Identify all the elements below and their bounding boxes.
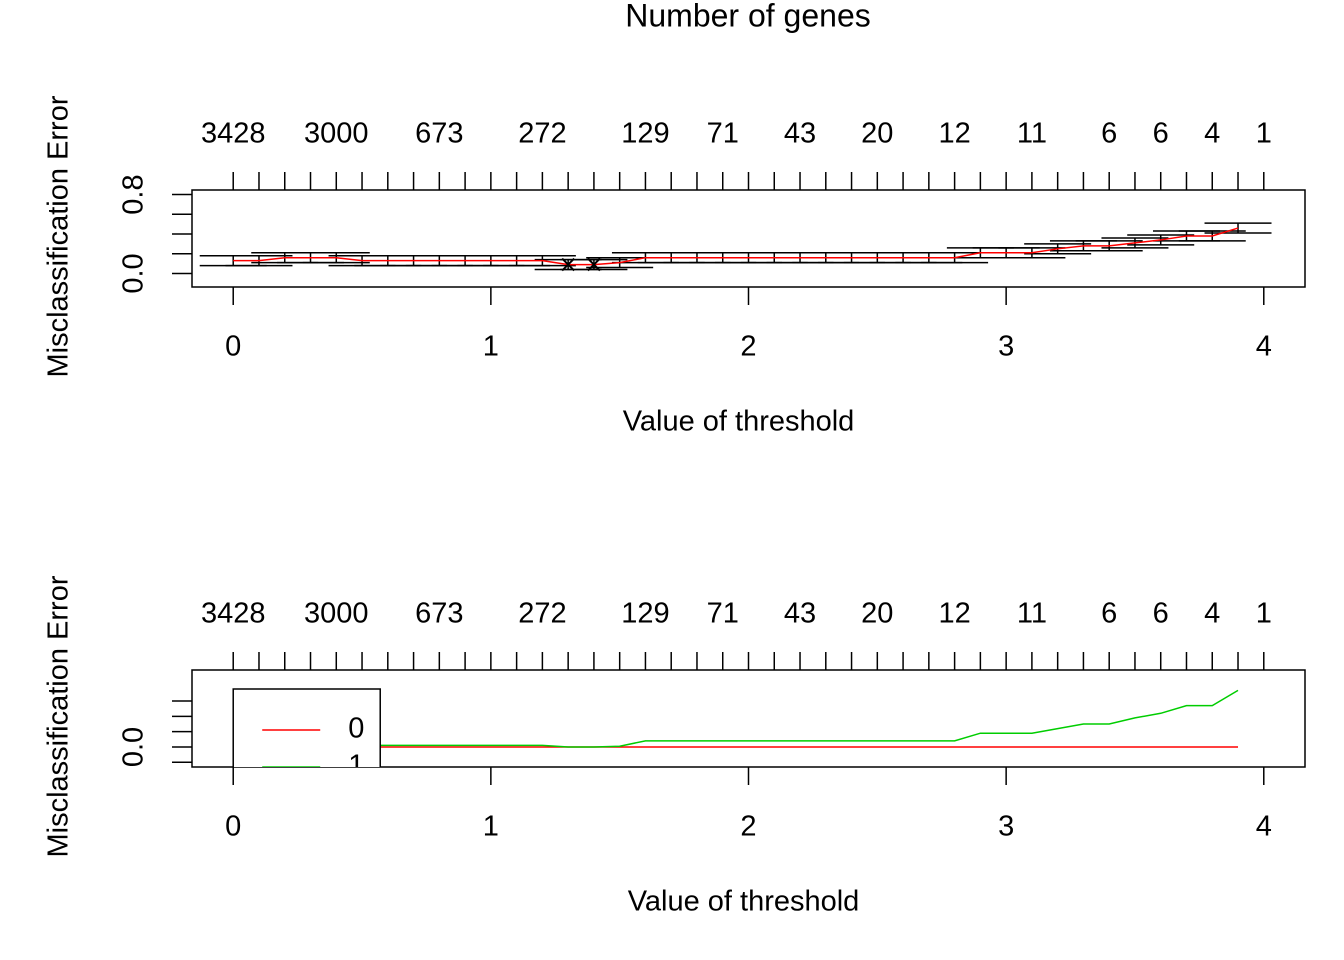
top-tick-label: 11 [1017,118,1047,150]
x-tick-label: 3 [998,331,1014,363]
x-tick-label: 2 [740,811,756,843]
top-tick-label: 20 [861,118,893,150]
legend-box [232,688,381,767]
top-tick-label: 12 [938,598,970,630]
y-axis-title: Misclassification Error [43,575,75,857]
top-tick-label: 20 [861,598,893,630]
top-tick-label: 3000 [304,118,369,150]
x-tick-label: 3 [998,811,1014,843]
top-tick-label: 6 [1153,118,1169,150]
x-axis-title: Value of threshold [628,886,860,918]
x-tick-label: 2 [740,331,756,363]
y-tick-label: 0.0 [118,727,150,767]
top-tick-label: 71 [707,598,739,630]
plot-area: 01 [232,688,1239,782]
top-tick-label: 43 [784,118,816,150]
top-tick-label: 3428 [201,598,266,630]
top-tick-label: 4 [1204,118,1220,150]
x-axis-title: Value of threshold [623,406,855,438]
top-tick-label: 1 [1256,118,1272,150]
minimum-marker [561,257,575,272]
series-line [233,689,1239,748]
x-tick-label: 0 [225,331,241,363]
top-tick-label: 673 [415,598,463,630]
top-tick-label: 129 [621,598,669,630]
top-tick-label: 3428 [201,118,266,150]
top-tick-label: 11 [1017,598,1047,630]
top-tick-label: 43 [784,598,816,630]
error-line [233,227,1239,266]
top-tick-label: 272 [518,118,566,150]
top-tick-label: 6 [1101,118,1117,150]
top-tick-label: 272 [518,598,566,630]
y-tick-label: 0.0 [118,253,150,293]
legend-label: 0 [348,713,364,745]
legend-label: 1 [348,750,364,782]
y-axis-title: Misclassification Error [43,95,75,377]
top-tick-label: 4 [1204,598,1220,630]
top-tick-label: 6 [1101,598,1117,630]
top-tick-label: 129 [621,118,669,150]
top-tick-label: 673 [415,118,463,150]
top-tick-label: 3000 [304,598,369,630]
top-tick-label: 71 [707,118,739,150]
x-tick-label: 4 [1256,811,1272,843]
minimum-marker [587,257,601,272]
chart-title: Number of genes [625,0,870,33]
x-tick-label: 1 [483,331,499,363]
top-tick-label: 1 [1256,598,1272,630]
x-tick-label: 1 [483,811,499,843]
top-tick-label: 12 [938,118,970,150]
x-tick-label: 0 [225,811,241,843]
x-tick-label: 4 [1256,331,1272,363]
y-tick-label: 0.8 [118,174,150,214]
top-tick-label: 6 [1153,598,1169,630]
